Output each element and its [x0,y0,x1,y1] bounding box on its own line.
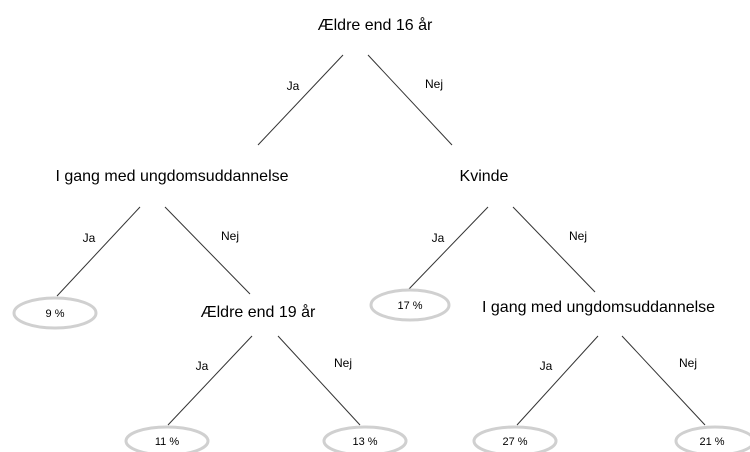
node-label: Ældre end 16 år [318,16,433,34]
leaf-label: 21 % [699,436,724,448]
leaf-label: 27 % [502,436,527,448]
edge-line [516,335,599,426]
edge-label: Ja [83,231,96,245]
leaf-label: 9 % [46,308,65,320]
leaf-label: 17 % [397,300,422,312]
edge-line [167,335,253,426]
edge-line [407,206,489,291]
node-label: I gang med ungdomsuddannelse [482,299,715,316]
node-label: Ældre end 19 år [201,303,316,321]
edge-line [56,206,141,297]
leaf-label: 11 % [155,436,179,448]
edge-line [277,335,361,426]
leaf-ellipse [12,296,98,330]
node-label: Kvinde [460,168,509,185]
edge-line [512,206,596,293]
leaf-label: 13 % [352,436,377,448]
leaf-ellipse [472,425,558,452]
edge-line [367,54,453,146]
node-label: I gang med ungdomsuddannelse [55,168,288,185]
leaf-ellipse [322,425,408,452]
leaf-ellipse [124,425,210,452]
edge-line [164,206,251,295]
edge-label: Ja [432,231,445,245]
edge-label: Ja [287,79,300,93]
leaf-ellipse [674,425,750,452]
leaf-ellipse [369,288,451,322]
edge-label: Nej [569,229,587,243]
edge-label: Nej [425,77,443,91]
edge-line [257,54,344,146]
edge-line [621,335,706,426]
edge-label: Nej [679,356,697,370]
edge-label: Nej [221,229,239,243]
edge-label: Nej [334,356,352,370]
edge-label: Ja [196,359,209,373]
edge-label: Ja [540,359,553,373]
